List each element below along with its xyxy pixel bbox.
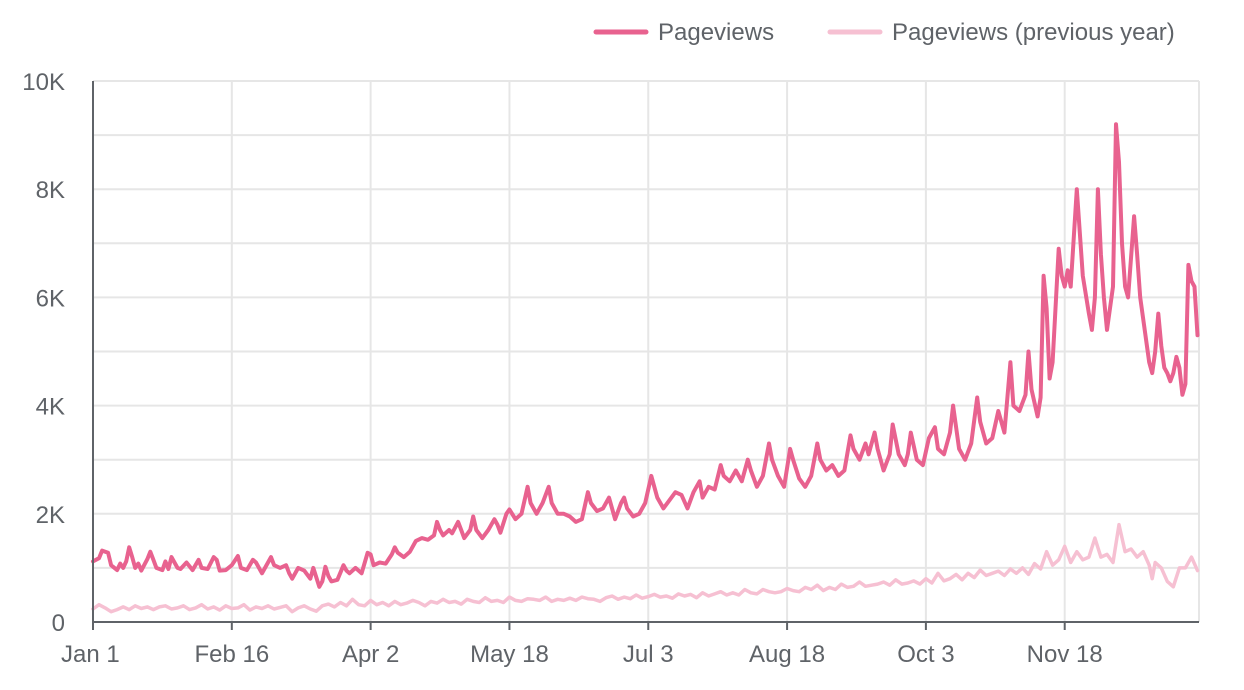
series-line-pageviews-previous-year [91,522,1200,614]
axes [92,81,1199,623]
series-line-pageviews [91,122,1200,589]
y-tick-label: 2K [36,502,65,529]
x-tick-label: May 18 [470,641,549,668]
x-tick-label: Apr 2 [342,641,399,668]
x-axis-ticks: Jan 1 Feb 16 Apr 2 May 18 Jul 3 Aug 18 Oct 3 No… [61,622,1103,668]
series-layer [91,122,1200,614]
y-tick-label: 6K [36,285,65,312]
x-tick-label: Nov 18 [1027,641,1103,668]
x-tick-label: Jul 3 [623,641,674,668]
x-tick-label: Feb 16 [194,641,269,668]
x-tick-label: Oct 3 [897,641,954,668]
legend: Pageviews Pageviews (previous year) [593,19,1175,46]
y-axis-ticks: 0 2K 4K 6K 8K 10K [22,69,65,637]
y-tick-label: 8K [36,177,65,204]
legend-item-pageviews-previous-year[interactable]: Pageviews (previous year) [827,19,1175,46]
y-tick-label: 0 [52,610,65,637]
legend-label-pageviews-previous-year: Pageviews (previous year) [892,19,1175,46]
legend-item-pageviews[interactable]: Pageviews [593,19,774,46]
y-tick-label: 10K [22,69,65,96]
grid-lines [93,80,1200,622]
legend-label-pageviews: Pageviews [658,19,774,46]
x-tick-label: Aug 18 [749,641,825,668]
y-tick-label: 4K [36,394,65,421]
x-tick-label: Jan 1 [61,641,120,668]
